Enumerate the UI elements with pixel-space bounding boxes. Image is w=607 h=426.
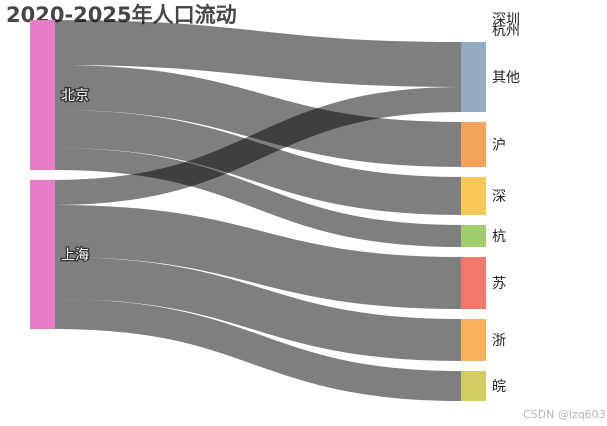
source-label-1: 上海 [61, 248, 89, 264]
sankey-links [54, 20, 462, 401]
target-label-empty-0: 深圳 [492, 12, 520, 28]
target-label-5: 浙 [492, 333, 506, 349]
target-node-1 [461, 122, 486, 167]
source-node-0 [30, 20, 55, 170]
target-label-3: 杭 [492, 229, 506, 245]
target-node-2 [461, 177, 486, 215]
target-label-4: 苏 [492, 276, 506, 292]
target-label-1: 沪 [492, 138, 506, 154]
sankey-link-1 [54, 65, 462, 167]
sankey-link-4 [54, 87, 462, 205]
source-node-1 [30, 180, 55, 329]
target-node-0 [461, 42, 486, 112]
sankey-link-7 [54, 299, 462, 401]
target-node-6 [461, 371, 486, 401]
target-label-2: 深 [492, 189, 506, 205]
sankey-link-3 [54, 148, 462, 247]
target-label-0: 其他 [492, 70, 520, 86]
target-label-6: 皖 [492, 379, 506, 395]
target-node-5 [461, 319, 486, 361]
watermark: CSDN @lzq603 [523, 408, 606, 421]
sankey-link-2 [54, 110, 462, 215]
target-label-empty-1: 杭州 [492, 23, 520, 39]
sankey-nodes [30, 20, 486, 401]
source-label-0: 北京 [61, 88, 89, 104]
target-node-3 [461, 225, 486, 247]
sankey-link-0 [54, 20, 462, 87]
sankey-link-6 [54, 257, 462, 361]
sankey-link-5 [54, 205, 462, 309]
target-node-4 [461, 257, 486, 309]
